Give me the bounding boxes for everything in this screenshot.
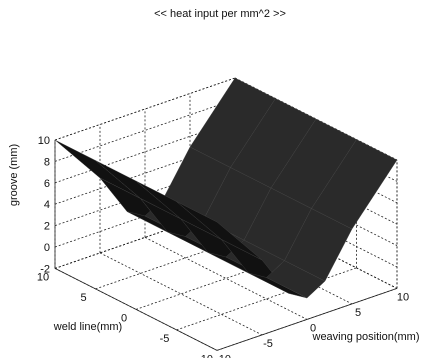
y-tick-label: 5 xyxy=(80,292,86,304)
surface-plot xyxy=(54,77,398,299)
x-axis-label: weaving position(mm) xyxy=(312,331,420,343)
z-axis-label: groove (mm) xyxy=(8,144,20,206)
z-tick-label: 6 xyxy=(44,178,50,190)
y-tick-label: -5 xyxy=(160,333,170,345)
z-tick-label: 2 xyxy=(44,221,50,233)
x-tick-label: 10 xyxy=(397,291,409,303)
z-tick-label: 8 xyxy=(44,156,50,168)
y-tick-label: 10 xyxy=(37,271,49,283)
z-tick-label: 10 xyxy=(38,135,50,147)
y-axis-label: weld line(mm) xyxy=(53,321,122,333)
y-tick-label: 0 xyxy=(121,312,127,324)
z-tick-label: 0 xyxy=(44,242,50,254)
z-tick-label: 4 xyxy=(44,199,50,211)
tick-labels: -2 0 2 4 6 8 10 -10 -5 0 5 10 -10 -5 0 5 10 xyxy=(37,135,409,358)
chart-title: << heat input per mm^2 >> xyxy=(154,8,286,20)
x-tick-label: 5 xyxy=(355,307,361,319)
z-tick-label: -2 xyxy=(40,263,50,275)
x-tick-label: -5 xyxy=(263,338,273,350)
y-tick-label: -10 xyxy=(197,353,213,358)
x-tick-label: -10 xyxy=(215,353,231,358)
surface-patch xyxy=(311,139,398,230)
x-tick-label: 0 xyxy=(310,322,316,334)
